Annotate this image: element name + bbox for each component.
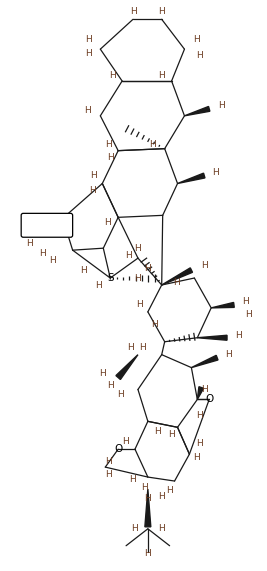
Text: H: H [135, 244, 141, 253]
Text: H: H [150, 140, 156, 149]
Text: H: H [80, 266, 87, 275]
Text: H: H [40, 248, 46, 258]
Polygon shape [197, 387, 204, 400]
Text: H: H [196, 51, 203, 59]
Text: H: H [122, 437, 128, 446]
Text: H: H [130, 7, 136, 16]
Polygon shape [162, 268, 193, 285]
Text: H: H [168, 430, 175, 439]
Text: H: H [95, 280, 102, 289]
Text: H: H [144, 264, 151, 272]
Text: H: H [196, 439, 203, 448]
Text: S: S [107, 273, 113, 283]
FancyBboxPatch shape [21, 214, 73, 237]
Text: H: H [105, 140, 112, 149]
Text: H: H [142, 482, 148, 492]
Text: H: H [218, 102, 225, 110]
Polygon shape [184, 106, 210, 116]
Text: O: O [114, 444, 122, 454]
Text: H: H [105, 469, 112, 478]
Text: H: H [245, 311, 252, 319]
Text: H: H [173, 278, 180, 287]
Text: O: O [205, 395, 213, 404]
Text: H: H [132, 524, 138, 533]
Text: H: H [99, 369, 106, 378]
Text: H: H [36, 226, 42, 235]
Text: H: H [158, 492, 165, 501]
Text: H: H [117, 390, 124, 399]
Text: H: H [49, 256, 56, 264]
Polygon shape [145, 489, 151, 527]
Text: H: H [158, 7, 165, 16]
Text: H: H [84, 106, 91, 115]
Polygon shape [178, 173, 205, 183]
Text: H: H [109, 71, 116, 79]
Text: H: H [158, 524, 165, 533]
Polygon shape [197, 335, 227, 340]
Text: H: H [201, 385, 208, 394]
Text: H: H [193, 35, 200, 44]
Polygon shape [191, 355, 218, 368]
Text: H: H [125, 251, 131, 260]
Text: H: H [85, 35, 92, 44]
Text: H: H [158, 71, 165, 79]
Text: H: H [85, 49, 92, 58]
Text: H: H [201, 260, 208, 270]
Text: Abs: Abs [37, 220, 57, 230]
Text: H: H [104, 218, 111, 227]
Text: H: H [151, 320, 158, 329]
Text: H: H [242, 297, 249, 307]
Text: H: H [136, 300, 143, 309]
Text: H: H [26, 239, 33, 248]
Text: H: H [144, 494, 151, 504]
Text: H: H [105, 457, 112, 465]
Text: H: H [226, 350, 232, 359]
Polygon shape [211, 303, 234, 308]
Text: H: H [212, 168, 218, 177]
Text: H: H [90, 171, 97, 180]
Polygon shape [116, 355, 138, 380]
Text: H: H [127, 343, 134, 352]
Text: H: H [235, 331, 242, 340]
Text: H: H [196, 411, 203, 420]
Text: H: H [135, 274, 141, 283]
Text: H: H [193, 453, 200, 462]
Text: H: H [89, 186, 96, 195]
Text: H: H [129, 475, 135, 484]
Text: H: H [107, 381, 114, 390]
Text: H: H [154, 427, 161, 436]
Text: H: H [166, 486, 173, 496]
Text: H: H [140, 343, 146, 352]
Text: H: H [144, 549, 151, 558]
Text: H: H [107, 153, 114, 162]
